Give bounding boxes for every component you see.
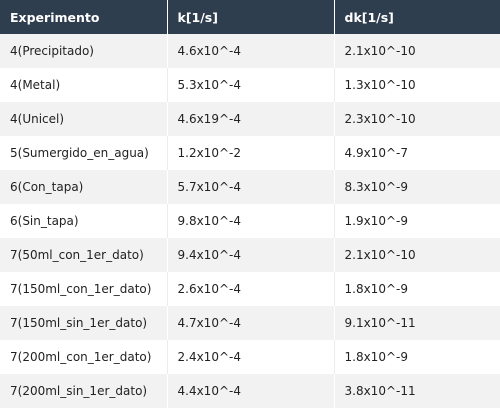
- cell-dk: 2.1x10^-10: [334, 34, 500, 68]
- header-dk: dk[1/s]: [334, 0, 500, 34]
- table-row: 5(Sumergido_en_agua) 1.2x10^-2 4.9x10^-7: [0, 136, 500, 170]
- cell-k: 4.4x10^-4: [167, 374, 335, 408]
- table-header: Experimento k[1/s] dk[1/s]: [0, 0, 500, 34]
- cell-experimento: 5(Sumergido_en_agua): [0, 136, 168, 170]
- cell-dk: 9.1x10^-11: [334, 306, 500, 340]
- cell-experimento: 6(Sin_tapa): [0, 204, 168, 238]
- cell-dk: 8.3x10^-9: [334, 170, 500, 204]
- cell-experimento: 7(150ml_sin_1er_dato): [0, 306, 168, 340]
- table-row: 7(150ml_sin_1er_dato) 4.7x10^-4 9.1x10^-…: [0, 306, 500, 340]
- cell-experimento: 7(50ml_con_1er_dato): [0, 238, 168, 272]
- cell-k: 2.6x10^-4: [167, 272, 335, 306]
- table-body: 4(Precipitado) 4.6x10^-4 2.1x10^-10 4(Me…: [0, 34, 500, 408]
- cell-dk: 2.1x10^-10: [334, 238, 500, 272]
- cell-experimento: 4(Metal): [0, 68, 168, 102]
- table-row: 7(150ml_con_1er_dato) 2.6x10^-4 1.8x10^-…: [0, 272, 500, 306]
- cell-experimento: 6(Con_tapa): [0, 170, 168, 204]
- cell-dk: 1.9x10^-9: [334, 204, 500, 238]
- cell-k: 4.7x10^-4: [167, 306, 335, 340]
- header-k: k[1/s]: [167, 0, 335, 34]
- table-row: 6(Con_tapa) 5.7x10^-4 8.3x10^-9: [0, 170, 500, 204]
- cell-k: 9.4x10^-4: [167, 238, 335, 272]
- table-row: 4(Metal) 5.3x10^-4 1.3x10^-10: [0, 68, 500, 102]
- cell-experimento: 7(150ml_con_1er_dato): [0, 272, 168, 306]
- table-row: 7(200ml_con_1er_dato) 2.4x10^-4 1.8x10^-…: [0, 340, 500, 374]
- table-row: 7(50ml_con_1er_dato) 9.4x10^-4 2.1x10^-1…: [0, 238, 500, 272]
- cell-dk: 1.8x10^-9: [334, 272, 500, 306]
- cell-k: 5.7x10^-4: [167, 170, 335, 204]
- cell-k: 4.6x10^-4: [167, 34, 335, 68]
- cell-k: 1.2x10^-2: [167, 136, 335, 170]
- cell-k: 4.6x19^-4: [167, 102, 335, 136]
- cell-dk: 4.9x10^-7: [334, 136, 500, 170]
- cell-dk: 1.3x10^-10: [334, 68, 500, 102]
- cell-experimento: 4(Precipitado): [0, 34, 168, 68]
- cell-k: 9.8x10^-4: [167, 204, 335, 238]
- table-row: 4(Precipitado) 4.6x10^-4 2.1x10^-10: [0, 34, 500, 68]
- cell-experimento: 7(200ml_con_1er_dato): [0, 340, 168, 374]
- cell-experimento: 7(200ml_sin_1er_dato): [0, 374, 168, 408]
- cell-k: 5.3x10^-4: [167, 68, 335, 102]
- header-row: Experimento k[1/s] dk[1/s]: [0, 0, 500, 34]
- cell-dk: 1.8x10^-9: [334, 340, 500, 374]
- header-experimento: Experimento: [0, 0, 168, 34]
- cell-dk: 2.3x10^-10: [334, 102, 500, 136]
- table-row: 7(200ml_sin_1er_dato) 4.4x10^-4 3.8x10^-…: [0, 374, 500, 408]
- cell-dk: 3.8x10^-11: [334, 374, 500, 408]
- cell-experimento: 4(Unicel): [0, 102, 168, 136]
- table-row: 6(Sin_tapa) 9.8x10^-4 1.9x10^-9: [0, 204, 500, 238]
- table-row: 4(Unicel) 4.6x19^-4 2.3x10^-10: [0, 102, 500, 136]
- cell-k: 2.4x10^-4: [167, 340, 335, 374]
